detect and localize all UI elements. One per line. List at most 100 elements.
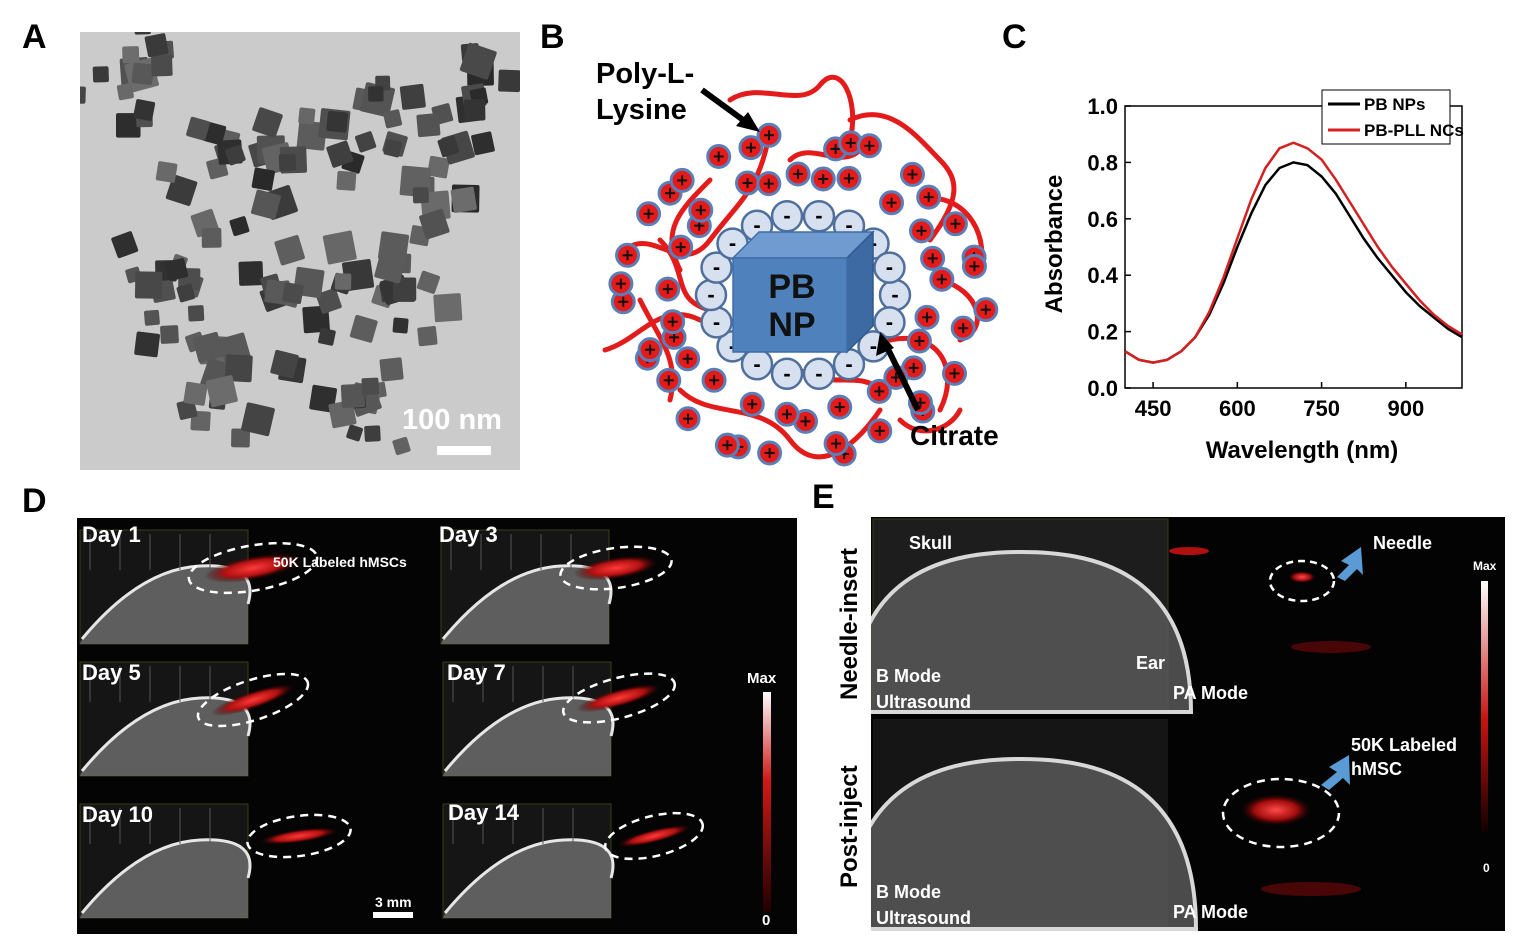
lysine-ion — [675, 406, 701, 432]
nanocube — [183, 381, 208, 406]
lysine-ion — [714, 432, 740, 458]
nanocube — [416, 270, 440, 294]
nanocube — [459, 42, 497, 80]
lysine-ion — [866, 378, 892, 404]
svg-text:-: - — [713, 255, 720, 280]
skull-label: Skull — [909, 533, 953, 553]
nanocube-image — [80, 32, 520, 470]
poly-label-line1: Poly-L- — [596, 58, 695, 90]
lysine-ion — [950, 315, 976, 341]
lysine-ion — [706, 143, 732, 169]
bmode-line2-bottom: Ultrasound — [876, 908, 972, 928]
lysine-ion — [655, 276, 681, 302]
lysine-ion — [668, 234, 694, 260]
nanocube — [437, 135, 460, 158]
panel-label-a: A — [22, 18, 47, 56]
lysine-ion — [738, 135, 764, 161]
svg-text:-: - — [886, 255, 893, 280]
nanocube — [187, 305, 205, 322]
absorbance-chart: 0.0 0.2 0.4 0.6 0.8 1.0 450 600 750 900 PB NPs PB-… — [1041, 89, 1464, 464]
nanocube — [134, 271, 163, 299]
x-tick-label: 900 — [1387, 396, 1424, 421]
nanocube — [383, 139, 402, 158]
needle-arrow — [1337, 547, 1363, 581]
dashed-roi — [187, 541, 319, 595]
poly-arrow-head — [736, 112, 760, 132]
chart-axes — [1124, 105, 1463, 389]
nanocube — [241, 402, 275, 437]
nanocube — [326, 140, 354, 168]
nanocube — [176, 283, 196, 303]
svg-text:-: - — [753, 351, 760, 376]
d-colorbar — [763, 692, 771, 912]
lysine-ion — [785, 161, 811, 187]
y-tick-label: 0.4 — [1087, 263, 1118, 288]
svg-text:-: - — [783, 203, 790, 228]
lysine-ion — [838, 130, 864, 156]
nanocube — [392, 436, 411, 456]
lysine-ion — [899, 161, 925, 187]
e-colorbar — [1481, 581, 1488, 833]
nanocube — [131, 62, 154, 85]
nanocube — [346, 424, 363, 442]
hmsc-signal — [1240, 794, 1312, 826]
day-imaging-grid: Day 1 Day 3 Day 5 Day 7 Day 10 Day 14 50… — [77, 518, 797, 934]
lysine-ion — [610, 289, 636, 315]
svg-text:-: - — [845, 213, 852, 238]
nanocube — [229, 216, 250, 237]
e-colorbar-max: Max — [1473, 559, 1497, 573]
nanocube — [427, 155, 450, 179]
nanocube — [433, 293, 463, 323]
svg-text:-: - — [783, 361, 790, 386]
citrate-ion: - — [873, 251, 906, 284]
lysine-ion — [867, 418, 893, 444]
nanocube — [354, 131, 377, 153]
nanocube — [192, 331, 224, 363]
day-7-label: Day 7 — [447, 660, 506, 685]
d-scale-label: 3 mm — [375, 894, 412, 910]
lysine-ion — [942, 211, 968, 237]
needle-signal — [1288, 571, 1316, 583]
citrate-ion: - — [802, 357, 836, 391]
lysine-ion — [827, 394, 853, 420]
nanocube — [361, 377, 380, 396]
day-imaging-svg — [79, 529, 771, 919]
nanocube — [274, 234, 305, 266]
nanocube — [133, 99, 156, 122]
lysine-ion — [929, 266, 955, 292]
poly-lysine-strands — [602, 74, 985, 460]
tem-micrograph: 100 nm — [80, 32, 520, 470]
pa-mode-label-bottom: PA Mode — [1173, 902, 1248, 922]
e-colorbar-min: 0 — [1483, 861, 1490, 875]
lysine-ion — [810, 166, 836, 192]
nanocube — [364, 425, 381, 442]
nanocube — [298, 107, 316, 125]
pa-signal — [576, 683, 662, 713]
citrate-ion: - — [694, 278, 728, 312]
y-tick-label: 0.2 — [1087, 320, 1118, 345]
lysine-ion — [916, 184, 942, 210]
bmode-label-top: B Mode Ultrasound — [876, 663, 971, 715]
d-colorbar-min: 0 — [762, 912, 771, 929]
bmode-label-bottom: B Mode Ultrasound — [876, 879, 971, 931]
nanocube — [143, 309, 160, 326]
nanocube — [231, 428, 251, 448]
svg-text:-: - — [729, 231, 736, 256]
needle-label: Needle — [1373, 533, 1433, 553]
ear-label: Ear — [1136, 653, 1166, 673]
citrate-label: Citrate — [910, 420, 999, 451]
pb-np-label: PB NP — [767, 268, 817, 344]
labeled-line2: hMSC — [1351, 759, 1402, 779]
nanocube — [377, 231, 410, 263]
svg-text:-: - — [815, 361, 822, 386]
pa-signal — [573, 555, 659, 581]
pa-mode-label-top: PA Mode — [1173, 683, 1248, 703]
lysine-ion — [920, 245, 946, 271]
lysine-ion — [735, 170, 761, 196]
brain-imaging-svg — [871, 518, 1488, 931]
nanocube — [144, 33, 169, 58]
nanocube — [464, 99, 486, 121]
citrate-arrow-head — [876, 332, 894, 356]
day-10-label: Day 10 — [82, 802, 153, 827]
hmsc-annotation: 50K Labeled hMSCs — [273, 554, 407, 570]
